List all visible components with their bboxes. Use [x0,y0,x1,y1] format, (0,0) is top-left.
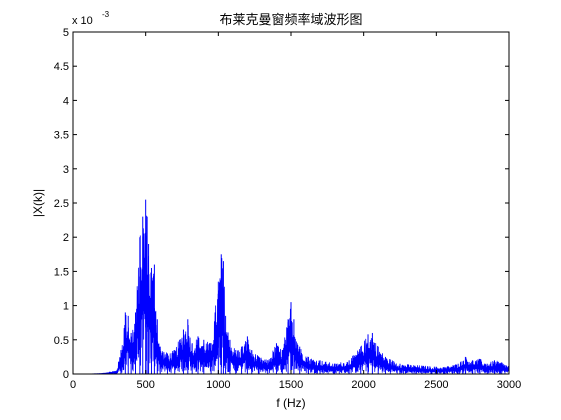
x-tick-label: 1500 [279,379,303,391]
y-exponent-power: -3 [102,10,110,19]
x-tick-label: 0 [70,379,76,391]
x-axis-ticks: 0 500 1000 1500 2000 2500 3000 [70,32,521,391]
x-tick-label: 3000 [497,379,521,391]
series-group [72,199,510,375]
plot-area: 0 500 1000 1500 2000 2500 3000 0 0.5 1 1.5 2 2.5 3 3.… [54,27,522,391]
y-tick-label: 4.5 [54,61,69,73]
y-tick-label: 1 [63,301,69,313]
x-tick-label: 2000 [351,379,375,391]
y-tick-label: 1.5 [54,266,69,278]
y-exponent-base: x 10 [72,15,93,27]
x-tick-label: 500 [136,379,154,391]
chart-title: 布莱克曼窗频率域波形图 [219,12,362,27]
y-tick-label: 3.5 [54,130,69,142]
y-tick-label: 2.5 [54,198,69,210]
y-tick-label: 3 [63,164,69,176]
y-tick-label: 0 [63,369,69,381]
x-tick-label: 2500 [424,379,448,391]
y-tick-label: 5 [63,27,69,39]
x-axis-label: f (Hz) [276,396,305,410]
y-tick-label: 2 [63,232,69,244]
y-axis-ticks: 0 0.5 1 1.5 2 2.5 3 3.5 4 4.5 5 [54,27,509,381]
y-tick-label: 0.5 [54,335,69,347]
y-exponent-label: x 10 -3 [72,10,110,27]
y-axis-label: |X(k)| [31,189,45,217]
x-tick-label: 1000 [206,379,230,391]
y-tick-label: 4 [63,95,69,107]
